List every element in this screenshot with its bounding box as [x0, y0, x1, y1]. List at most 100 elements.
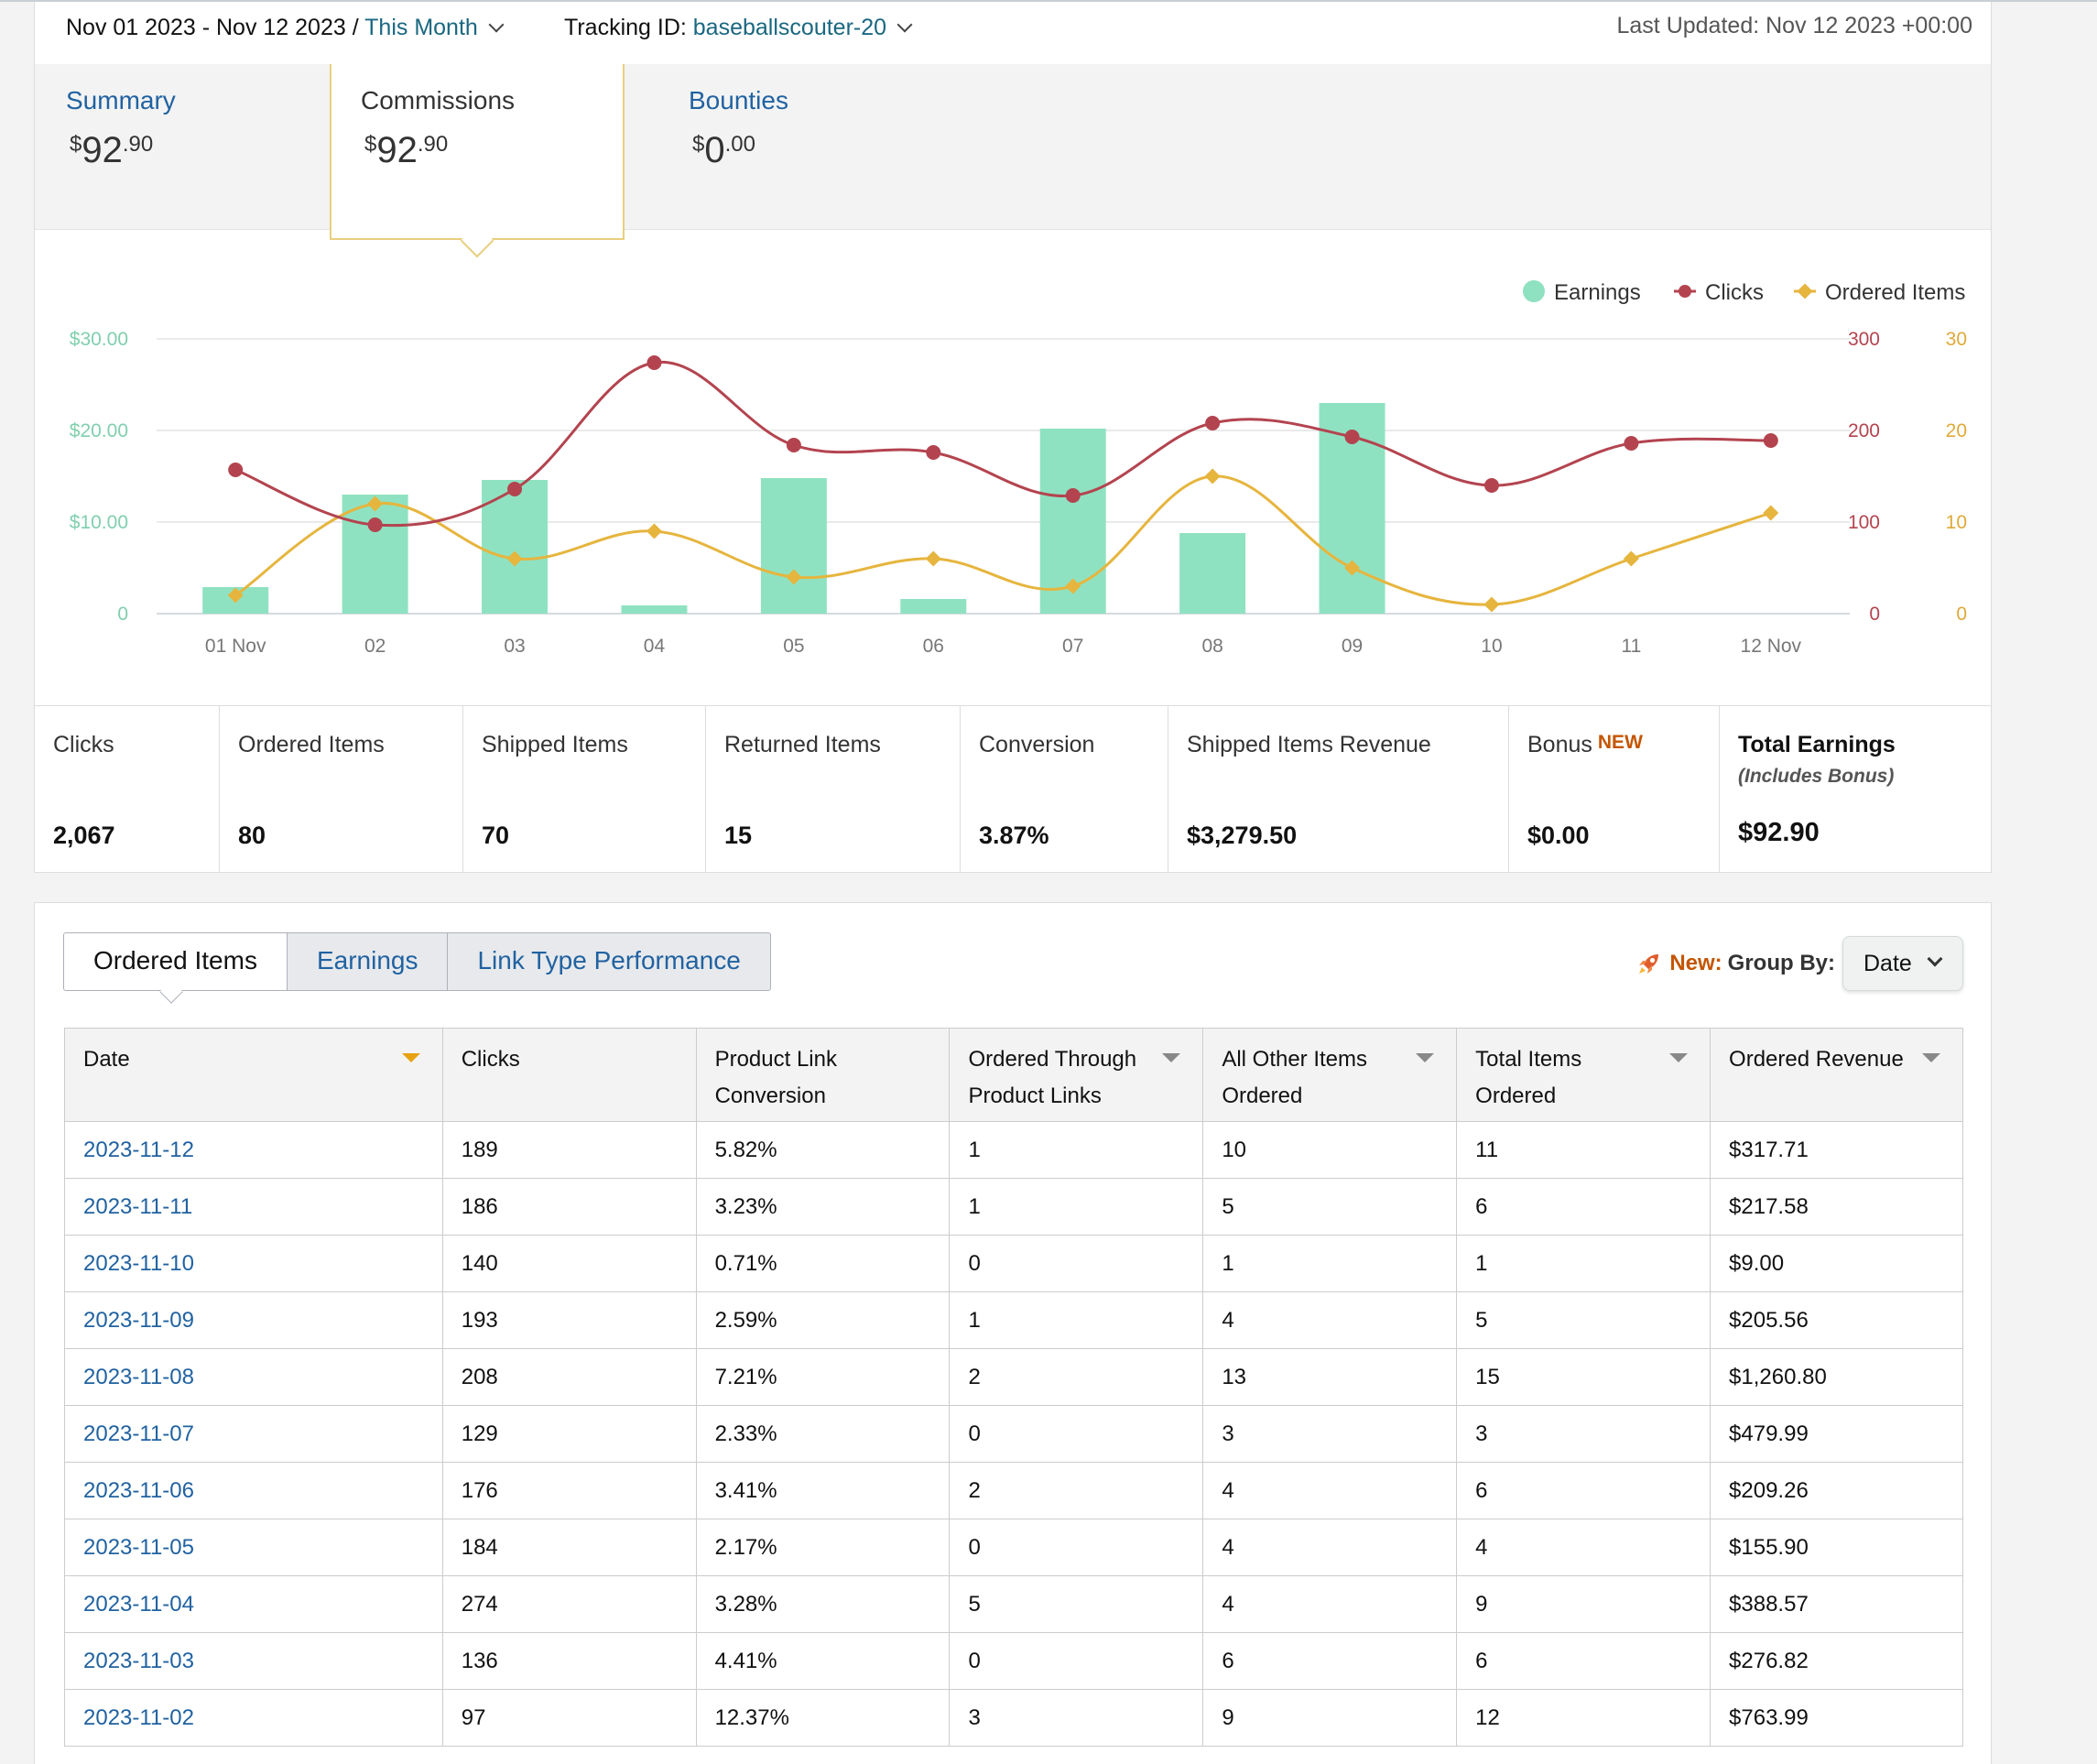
table-cell: 2 [949, 1462, 1204, 1519]
metric-ordered-items: Ordered Items 80 [220, 706, 463, 873]
x-axis-tick: 02 [364, 636, 386, 657]
x-axis-tick: 05 [783, 636, 804, 657]
date-link[interactable]: 2023-11-05 [64, 1519, 443, 1576]
group-by-label: Group By: [1727, 951, 1835, 975]
left-axis-tick: $20.00 [70, 420, 128, 441]
date-link[interactable]: 2023-11-09 [64, 1291, 443, 1349]
table-cell: 6 [1456, 1178, 1711, 1236]
tab-summary-label: Summary [66, 86, 176, 114]
table-cell: $388.57 [1710, 1575, 1963, 1633]
table-cell: 2.17% [695, 1519, 951, 1576]
x-axis-tick: 10 [1481, 636, 1502, 657]
x-axis-tick: 06 [923, 636, 944, 657]
table-cell: 186 [441, 1178, 697, 1236]
right-axis-tick: 0 [1869, 604, 1880, 625]
column-header-total-items[interactable]: Total Items Ordered [1456, 1028, 1711, 1122]
tab-commissions-label: Commissions [361, 86, 516, 114]
x-axis-tick: 11 [1621, 636, 1641, 657]
table-cell: 2 [949, 1348, 1204, 1406]
column-header-ordered-revenue[interactable]: Ordered Revenue [1710, 1028, 1963, 1122]
clicks-point [786, 438, 801, 452]
ordered-items-table: Date Clicks Product Link Conversion Order… [64, 1028, 1963, 1747]
date-link[interactable]: 2023-11-07 [64, 1405, 443, 1463]
table-row: 2023-11-02 97 12.37% 3 9 12 $763.99 [64, 1689, 1963, 1747]
table-cell: 7.21% [695, 1348, 951, 1406]
column-header-date[interactable]: Date [64, 1028, 443, 1122]
date-link[interactable]: 2023-11-11 [64, 1178, 443, 1236]
table-cell: 5 [1456, 1291, 1711, 1349]
sort-icon[interactable] [1922, 1053, 1940, 1062]
tab-bounties[interactable]: Bounties $0.00 [657, 64, 952, 230]
sort-descending-icon[interactable] [401, 1053, 420, 1062]
table-cell: 193 [441, 1291, 697, 1349]
date-link[interactable]: 2023-11-08 [64, 1348, 443, 1406]
ordered-items-point [1204, 468, 1221, 485]
date-link[interactable]: 2023-11-10 [64, 1235, 443, 1292]
table-cell: 0 [949, 1519, 1204, 1576]
table-cell: $155.90 [1710, 1519, 1963, 1576]
table-cell: 3 [1202, 1405, 1458, 1463]
table-row: 2023-11-06 176 3.41% 2 4 6 $209.26 [64, 1462, 1963, 1519]
column-header-ordered-through[interactable]: Ordered Through Product Links [949, 1028, 1204, 1122]
performance-chart: 0 $10.00 $20.00 $30.00 0 100 200 300 0 10 20 30 01 N… [70, 280, 1967, 657]
table-cell: $217.58 [1710, 1178, 1963, 1236]
x-axis-tick: 04 [644, 636, 666, 657]
metrics-bar: Clicks 2,067 Ordered Items 80 Shipped It… [35, 705, 1991, 873]
date-link[interactable]: 2023-11-12 [64, 1121, 443, 1179]
table-row: 2023-11-09 193 2.59% 1 4 5 $205.56 [64, 1291, 1963, 1349]
table-cell: 11 [1456, 1121, 1711, 1179]
right-axis-tick: 10 [1946, 512, 1967, 533]
date-link[interactable]: 2023-11-04 [64, 1575, 443, 1633]
report-table-card: Ordered Items Earnings Link Type Perform… [34, 902, 1992, 1764]
table-cell: 5 [949, 1575, 1204, 1633]
x-axis-tick: 08 [1201, 636, 1222, 657]
table-cell: 4 [1202, 1462, 1458, 1519]
table-row: 2023-11-08 208 7.21% 2 13 15 $1,260.80 [64, 1348, 1963, 1406]
metric-shipped-revenue: Shipped Items Revenue $3,279.50 [1168, 706, 1509, 873]
ordered-items-line [234, 474, 1772, 606]
chevron-down-icon [896, 16, 913, 33]
table-cell: 97 [441, 1689, 697, 1747]
tab-earnings[interactable]: Earnings [286, 932, 449, 991]
table-cell: 129 [441, 1405, 697, 1463]
x-axis-tick: 09 [1342, 636, 1363, 657]
table-cell: 176 [441, 1462, 697, 1519]
ordered-items-point [227, 587, 244, 604]
column-header-all-other-items[interactable]: All Other Items Ordered [1202, 1028, 1458, 1122]
table-cell: 2.33% [695, 1405, 951, 1463]
date-link[interactable]: 2023-11-03 [64, 1632, 443, 1690]
sort-icon[interactable] [1416, 1053, 1435, 1062]
left-axis-tick: $30.00 [70, 329, 128, 350]
tab-ordered-items[interactable]: Ordered Items [63, 932, 288, 1004]
right-axis-tick: 200 [1848, 420, 1880, 441]
right-axis-tick: 0 [1956, 604, 1967, 625]
table-cell: 4 [1456, 1519, 1711, 1576]
tab-summary[interactable]: Summary $92.90 [35, 64, 330, 230]
x-axis-tick: 03 [504, 636, 525, 657]
sort-icon[interactable] [1669, 1053, 1689, 1062]
table-cell: 189 [441, 1121, 697, 1179]
ordered-items-point [925, 550, 941, 567]
right-axis-tick: 300 [1848, 329, 1880, 350]
clicks-point [1205, 416, 1221, 430]
date-range-selector[interactable]: Nov 01 2023 - Nov 12 2023 / This Month [66, 15, 505, 41]
tab-link-type-performance[interactable]: Link Type Performance [447, 932, 771, 991]
table-cell: 140 [441, 1235, 697, 1292]
table-cell: 0 [949, 1632, 1204, 1690]
sort-icon[interactable] [1162, 1053, 1181, 1062]
table-row: 2023-11-07 129 2.33% 0 3 3 $479.99 [64, 1405, 1963, 1463]
tracking-id-selector[interactable]: Tracking ID: baseballscouter-20 [564, 15, 913, 41]
table-cell: 3.28% [695, 1575, 951, 1633]
date-link[interactable]: 2023-11-02 [64, 1689, 443, 1747]
top-border [0, 0, 2097, 2]
tab-commissions[interactable]: Commissions $92.90 [330, 64, 625, 258]
metric-returned-items: Returned Items 15 [706, 706, 961, 873]
legend-ordered-label: Ordered Items [1825, 280, 1965, 305]
column-header-clicks: Clicks [441, 1028, 697, 1122]
metric-shipped-items: Shipped Items 70 [463, 706, 706, 873]
group-by-select[interactable]: Date [1842, 936, 1963, 991]
table-cell: $205.56 [1710, 1291, 1963, 1349]
ordered-items-point [786, 569, 802, 585]
metric-bonus: Bonus NEW $0.00 [1509, 706, 1720, 873]
date-link[interactable]: 2023-11-06 [64, 1462, 443, 1519]
